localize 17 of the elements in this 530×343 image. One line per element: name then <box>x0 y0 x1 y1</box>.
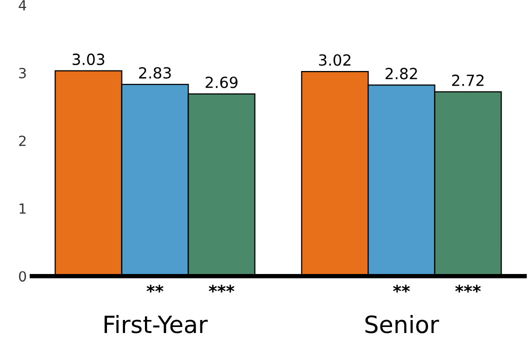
data-label: 2.72 <box>452 74 484 86</box>
text: *** <box>455 284 481 292</box>
data-label: 2.82 <box>386 68 417 80</box>
data-label: 3.02 <box>319 54 350 66</box>
y-tick-label: 3 <box>19 68 26 78</box>
text: ** <box>393 284 410 292</box>
text: ** <box>146 284 164 292</box>
x-tick-label: Senior <box>365 315 440 334</box>
text: *** <box>208 284 234 292</box>
data-label: 3.03 <box>72 54 104 66</box>
data-label: 2.69 <box>206 76 238 88</box>
y-tick-label: 0 <box>19 271 26 282</box>
data-label: 2.83 <box>139 67 171 79</box>
x-tick-label: First-Year <box>104 315 208 334</box>
y-tick-label: 4 <box>18 0 26 10</box>
y-tick-label: 1 <box>20 204 26 214</box>
y-tick-label: 2 <box>19 136 26 146</box>
